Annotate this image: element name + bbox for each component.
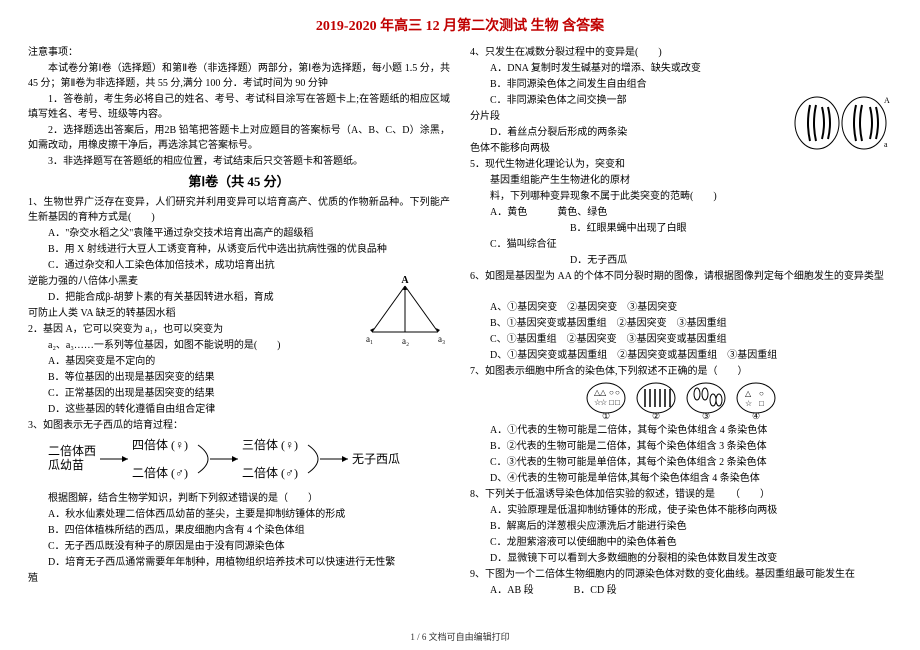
svg-text:a₁: a₁: [366, 334, 373, 344]
q6-a: A、①基因突变 ②基因突变 ③基因突变: [470, 300, 892, 315]
svg-text:A: A: [401, 275, 409, 286]
q3-b: B．四倍体植株所结的西瓜，果皮细胞内含有 4 个染色体组: [28, 523, 450, 538]
svg-text:二倍体西: 二倍体西: [48, 443, 96, 458]
spacer: [470, 285, 892, 299]
chromosome-diagram: A a: [792, 93, 892, 153]
q5-b: 基因重组能产生生物进化的原材: [470, 173, 892, 188]
svg-text:三倍体 (♀): 三倍体 (♀): [242, 437, 298, 452]
q6-c: C、①基因重组 ②基因突变 ③基因突变或基因重组: [470, 332, 892, 347]
svg-text:a₂: a₂: [402, 336, 409, 346]
svg-text:△: △: [745, 389, 752, 398]
chrom-svg: A a: [792, 93, 892, 153]
svg-text:A: A: [884, 96, 890, 105]
q3-d: D．培育无子西瓜通常需要年年制种，用植物组织培养技术可以快速进行无性繁: [28, 555, 450, 570]
q1: 1、生物世界广泛存在变异，人们研究并利用变异可以培育高产、优质的作物新品种。下列…: [28, 195, 450, 225]
q3-d2: 殖: [28, 571, 450, 586]
svg-text:无子西瓜: 无子西瓜: [352, 452, 400, 466]
q3: 3、如图表示无子西瓜的培育过程：: [28, 418, 450, 433]
right-column: 4、只发生在减数分裂过程中的变异是( ) A．DNA 复制时发生碱基对的增添、缺…: [470, 45, 892, 599]
q7: 7、如图表示细胞中所含的染色体,下列叙述不正确的是（ ）: [470, 364, 892, 379]
svg-text:a₃: a₃: [438, 334, 445, 344]
svg-text:☆: ☆: [745, 399, 752, 408]
svg-text:二倍体 (♂): 二倍体 (♂): [242, 465, 298, 480]
svg-text:△: △: [600, 388, 607, 397]
svg-text:瓜幼苗: 瓜幼苗: [48, 458, 84, 472]
q2-c-opt: C．正常基因的出现是基因突变的结果: [28, 386, 450, 401]
q1-c: C．通过杂交和人工染色体加倍技术，成功培育出抗: [28, 258, 450, 273]
q5-b-opt: B．红眼果蝇中出现了白眼: [470, 221, 892, 236]
flow-svg: 二倍体西 瓜幼苗 四倍体 (♀) 二倍体 (♂) 三倍体 (♀) 二倍体 (♂)…: [48, 435, 428, 489]
triangle-diagram: A a₁ a₂ a₃: [360, 274, 450, 349]
svg-text:②: ②: [652, 411, 660, 420]
section-1-head: 第Ⅰ卷（共 45 分）: [28, 172, 450, 192]
svg-text:○: ○: [615, 388, 620, 397]
q6: 6、如图是基因型为 AA 的个体不同分裂时期的图像，请根据图像判定每个细胞发生的…: [470, 269, 892, 284]
q7-a: A．①代表的生物可能是二倍体，其每个染色体组含 4 条染色体: [470, 423, 892, 438]
cell-diagrams: △△ ○○ ☆☆ □□ ① ②: [470, 382, 892, 420]
triangle-svg: A a₁ a₂ a₃: [360, 274, 450, 349]
q7-d: D、④代表的生物可能是单倍体,其每个染色体组含 4 条染色体: [470, 471, 892, 486]
q4-b: B．非同源染色体之间发生自由组合: [470, 77, 892, 92]
q3-c: C．无子西瓜既没有种子的原因是由于没有同源染色体: [28, 539, 450, 554]
left-column: 注意事项： 本试卷分第Ⅰ卷（选择题）和第Ⅱ卷（非选择题）两部分，第Ⅰ卷为选择题，…: [28, 45, 450, 599]
q9: 9、下图为一个二倍体生物细胞内的同源染色体对数的变化曲线。基因重组最可能发生在: [470, 567, 892, 582]
notice-3: 2．选择题选出答案后，用2B 铅笔把答题卡上对应题目的答案标号（A、B、C、D）…: [28, 123, 450, 153]
svg-text:☆: ☆: [600, 398, 607, 407]
q4: 4、只发生在减数分裂过程中的变异是( ): [470, 45, 892, 60]
cell-3: ③: [685, 382, 727, 420]
svg-text:二倍体 (♂): 二倍体 (♂): [132, 465, 188, 480]
q6-d: D、①基因突变或基因重组 ②基因突变或基因重组 ③基因重组: [470, 348, 892, 363]
svg-text:a: a: [884, 140, 888, 149]
svg-text:□: □: [615, 398, 620, 407]
q1-b: B．用 X 射线进行大豆人工诱变育种，从诱变后代中选出抗病性强的优良品种: [28, 242, 450, 257]
two-column-layout: 注意事项： 本试卷分第Ⅰ卷（选择题）和第Ⅱ卷（非选择题）两部分，第Ⅰ卷为选择题，…: [28, 45, 892, 599]
svg-text:③: ③: [702, 411, 710, 420]
q8: 8、下列关于低温诱导染色体加倍实验的叙述，错误的是 （ ）: [470, 487, 892, 502]
svg-text:○: ○: [759, 389, 764, 398]
cell-4: △ ○ ☆ □ ④: [735, 382, 777, 420]
q2-b-opt: B．等位基因的出现是基因突变的结果: [28, 370, 450, 385]
svg-text:④: ④: [752, 411, 760, 420]
q5: 5．现代生物进化理论认为，突变和: [470, 157, 892, 172]
q1-a: A．"杂交水稻之父"袁隆平通过杂交技术培育出高产的超级稻: [28, 226, 450, 241]
notice-head: 注意事项：: [28, 45, 450, 60]
svg-text:四倍体 (♀): 四倍体 (♀): [132, 437, 188, 452]
svg-text:□: □: [759, 399, 764, 408]
q9-a: A．AB 段 B．CD 段: [470, 583, 892, 598]
q8-c: C．龙胆紫溶液可以使细胞中的染色体着色: [470, 535, 892, 550]
q6-b: B、①基因突变或基因重组 ②基因突变 ③基因重组: [470, 316, 892, 331]
q3-a: A．秋水仙素处理二倍体西瓜幼苗的茎尖，主要是抑制纺锤体的形成: [28, 507, 450, 522]
svg-text:○: ○: [609, 388, 614, 397]
page-footer: 1 / 6 文档可自由编辑打印: [0, 631, 920, 645]
exam-title: 2019-2020 年高三 12 月第二次测试 生物 含答案: [28, 16, 892, 37]
notice-4: 3．非选择题写在答题纸的相应位置，考试结束后只交答题卡和答题纸。: [28, 154, 450, 169]
q5-a-opt: A．黄色 黄色、绿色: [470, 205, 892, 220]
q7-c: C．③代表的生物可能是单倍体，其每个染色体组含 2 条染色体: [470, 455, 892, 470]
cell-1: △△ ○○ ☆☆ □□ ①: [585, 382, 627, 420]
q2-d-opt: D．这些基因的转化遵循自由组合定律: [28, 402, 450, 417]
q7-b: B．②代表的生物可能是二倍体，其每个染色体组含 3 条染色体: [470, 439, 892, 454]
q5-c: 料，下列哪种变异现象不属于此类突变的范畴( ): [470, 189, 892, 204]
watermelon-flow: 二倍体西 瓜幼苗 四倍体 (♀) 二倍体 (♂) 三倍体 (♀) 二倍体 (♂)…: [48, 435, 450, 489]
q3-tail: 根据图解，结合生物学知识，判断下列叙述错误的是（ ）: [28, 491, 450, 506]
svg-text:□: □: [609, 398, 614, 407]
cell-2: ②: [635, 382, 677, 420]
notice-1: 本试卷分第Ⅰ卷（选择题）和第Ⅱ卷（非选择题）两部分，第Ⅰ卷为选择题，每小题 1.…: [28, 61, 450, 91]
q5-d-opt: D．无子西瓜: [470, 253, 892, 268]
q2-a-opt: A．基因突变是不定向的: [28, 354, 450, 369]
q8-a: A．实验原理是低温抑制纺锤体的形成，使子染色体不能移向两极: [470, 503, 892, 518]
q8-b: B．解离后的洋葱根尖应漂洗后才能进行染色: [470, 519, 892, 534]
q4-a: A．DNA 复制时发生碱基对的增添、缺失或改变: [470, 61, 892, 76]
svg-text:①: ①: [602, 411, 610, 420]
q8-d: D．显微镜下可以看到大多数细胞的分裂相的染色体数目发生改变: [470, 551, 892, 566]
notice-2: 1．答卷前，考生务必将自己的姓名、考号、考试科目涂写在答题卡上;在答题纸的相应区…: [28, 92, 450, 122]
q5-c-opt: C．猫叫综合征: [470, 237, 892, 252]
